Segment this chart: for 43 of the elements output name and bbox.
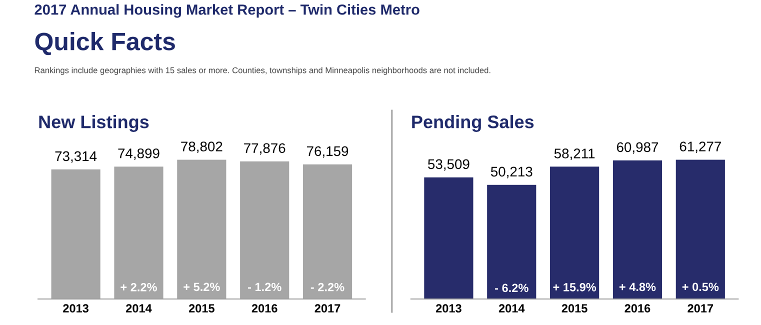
x-tick-label: 2016 [624,304,650,313]
bar [51,169,100,299]
x-tick-label: 2014 [498,304,525,313]
bar [550,166,600,299]
annotation: + 5.2% [184,282,220,292]
x-tick-label: 2017 [688,304,714,313]
data-label: 60,987 [616,142,658,154]
x-tick-label: 2016 [252,304,278,313]
annotation: - 2.2% [310,282,344,292]
bar [487,184,536,299]
bar [240,161,290,299]
annotation: + 0.5% [682,282,719,292]
chart-title: New Listings [39,115,149,132]
x-tick-label: 2015 [562,304,588,313]
data-label: 50,213 [490,166,532,178]
data-label: 73,314 [55,151,97,163]
data-label: 74,899 [118,148,160,160]
annotation: - 1.2% [248,282,282,292]
text: Quick Facts [35,32,175,56]
data-label: 77,876 [244,143,286,155]
annotation: + 2.2% [120,283,157,292]
x-tick-label: 2014 [126,304,152,313]
bar [114,166,164,299]
bar [302,164,352,299]
data-label: 76,159 [306,146,348,158]
bar [177,160,226,299]
data-label: 58,211 [554,148,595,160]
chart-title: Pending Sales [412,115,534,132]
data-label: 61,277 [680,142,721,154]
x-tick-label: 2013 [436,304,462,313]
x-tick-label: 2013 [63,304,89,313]
annotation: + 4.8% [619,282,656,292]
bar [676,160,725,299]
data-label: 53,509 [428,159,470,171]
bar [424,177,474,299]
annotation: + 15.9% [553,283,596,292]
data-label: 78,802 [181,142,222,154]
x-tick-label: 2017 [314,304,340,313]
text: Rankings include geographies with 15 sales or more. Counties, townships and Minneapolis neighborhoods are not included. [34,67,490,75]
bar [612,160,662,299]
text: 2017 Annual Housing Market Report – Twin Cities Metro [34,4,420,18]
annotation: - 6.2% [495,284,528,292]
x-tick-label: 2015 [188,304,214,313]
